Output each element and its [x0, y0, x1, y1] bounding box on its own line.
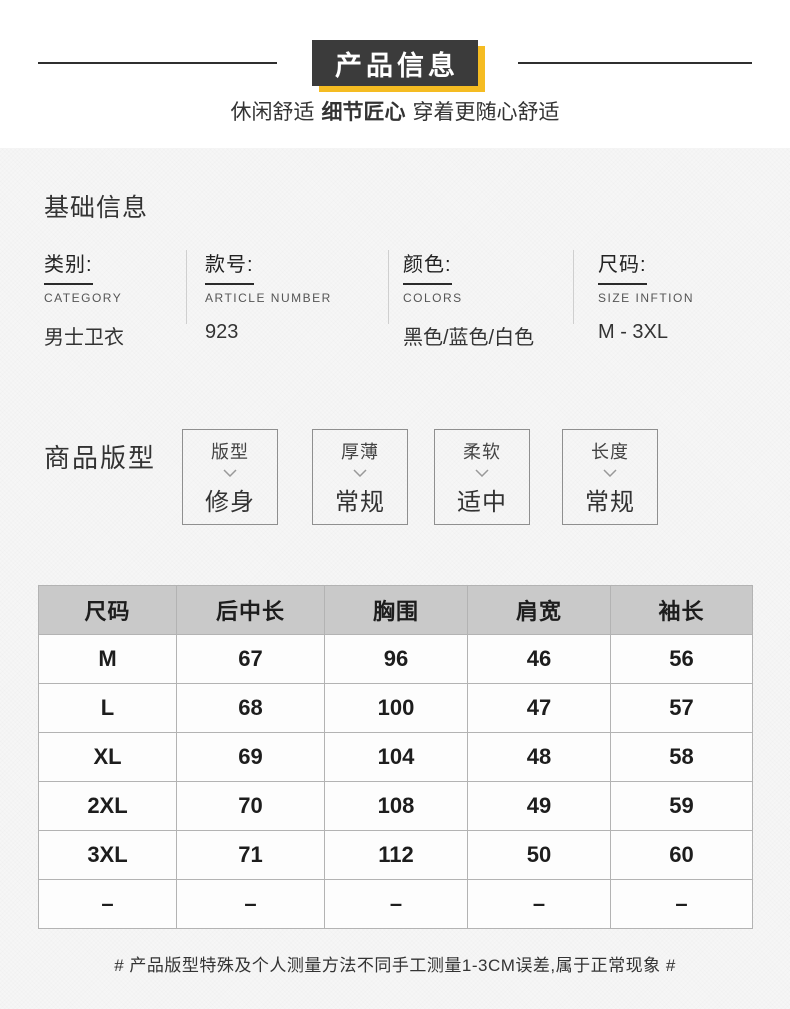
- chevron-down-icon: [603, 468, 617, 477]
- size-cell: XL: [38, 732, 177, 782]
- column-header: 后中长: [176, 585, 325, 635]
- info-value: 男士卫衣: [44, 327, 124, 349]
- measure-cell: 58: [610, 732, 753, 782]
- measure-cell: 108: [324, 781, 468, 831]
- size-cell: 3XL: [38, 830, 177, 880]
- column-header: 袖长: [610, 585, 753, 635]
- fit-label: 长度: [591, 441, 629, 462]
- size-chart-table: 尺码 后中长 胸围 肩宽 袖长 M 67 96 46 56 L 68 100 4…: [38, 585, 753, 929]
- measure-cell: 48: [467, 732, 611, 782]
- tagline-part2: 穿着更随心舒适: [412, 101, 560, 124]
- measure-cell: 71: [176, 830, 325, 880]
- column-header: 胸围: [324, 585, 468, 635]
- info-sublabel: ARTICLE NUMBER: [205, 291, 332, 305]
- info-label: 尺码:: [598, 248, 647, 285]
- table-row: 3XL 71 112 50 60: [38, 830, 753, 880]
- measure-cell: 112: [324, 830, 468, 880]
- table-row: XL 69 104 48 58: [38, 732, 753, 782]
- info-column-category: 类别: CATEGORY 男士卫衣: [44, 248, 124, 350]
- measure-cell: 50: [467, 830, 611, 880]
- fit-box-cut: 版型 修身: [182, 429, 278, 525]
- section-banner: 产品信息: [312, 40, 478, 86]
- measure-cell: –: [610, 879, 753, 929]
- info-sublabel: SIZE INFTION: [598, 291, 694, 305]
- fit-label: 柔软: [463, 441, 501, 462]
- chevron-down-icon: [223, 468, 237, 477]
- info-value: M - 3XL: [598, 321, 669, 343]
- tagline: 休闲舒适 细节匠心 穿着更随心舒适: [0, 96, 790, 126]
- measure-cell: 96: [324, 634, 468, 684]
- measure-cell: 104: [324, 732, 468, 782]
- table-row: M 67 96 46 56: [38, 634, 753, 684]
- fit-box-thickness: 厚薄 常规: [312, 429, 408, 525]
- info-sublabel: COLORS: [403, 291, 463, 305]
- info-label: 颜色:: [403, 248, 452, 285]
- measure-cell: 56: [610, 634, 753, 684]
- chevron-down-icon: [353, 468, 367, 477]
- info-value: 黑色/蓝色/白色: [403, 327, 535, 349]
- fit-label: 厚薄: [341, 441, 379, 462]
- measure-cell: 69: [176, 732, 325, 782]
- info-divider: [573, 250, 574, 324]
- fit-value: 适中: [457, 488, 507, 516]
- table-row: – – – – –: [38, 879, 753, 929]
- decorative-line-right: [518, 62, 752, 64]
- fit-box-length: 长度 常规: [562, 429, 658, 525]
- info-value: 923: [205, 321, 239, 343]
- measure-cell: 70: [176, 781, 325, 831]
- info-column-colors: 颜色: COLORS 黑色/蓝色/白色: [403, 248, 534, 350]
- measurement-disclaimer: # 产品版型特殊及个人测量方法不同手工测量1-3CM误差,属于正常现象 #: [114, 956, 676, 975]
- info-divider: [186, 250, 187, 324]
- chevron-down-icon: [475, 468, 489, 477]
- measure-cell: 67: [176, 634, 325, 684]
- measure-cell: 46: [467, 634, 611, 684]
- tagline-part1: 休闲舒适: [230, 101, 315, 124]
- fit-value: 常规: [335, 488, 385, 516]
- measure-cell: –: [324, 879, 468, 929]
- fit-value: 常规: [585, 488, 635, 516]
- measure-cell: 47: [467, 683, 611, 733]
- measure-cell: 57: [610, 683, 753, 733]
- decorative-line-left: [38, 62, 277, 64]
- column-header: 肩宽: [467, 585, 611, 635]
- table-row: 2XL 70 108 49 59: [38, 781, 753, 831]
- size-cell: M: [38, 634, 177, 684]
- fit-label: 版型: [211, 441, 249, 462]
- fit-box-softness: 柔软 适中: [434, 429, 530, 525]
- column-header: 尺码: [38, 585, 177, 635]
- info-sublabel: CATEGORY: [44, 291, 123, 305]
- measure-cell: –: [467, 879, 611, 929]
- measure-cell: 100: [324, 683, 468, 733]
- info-column-article-number: 款号: ARTICLE NUMBER 923: [205, 248, 332, 344]
- fit-section-heading: 商品版型: [44, 443, 157, 473]
- info-label: 类别:: [44, 248, 93, 285]
- size-cell: –: [38, 879, 177, 929]
- basic-info-heading: 基础信息: [44, 194, 149, 222]
- measure-cell: –: [176, 879, 325, 929]
- measure-cell: 59: [610, 781, 753, 831]
- size-cell: 2XL: [38, 781, 177, 831]
- tagline-bold: 细节匠心: [321, 101, 406, 124]
- info-divider: [388, 250, 389, 324]
- measure-cell: 49: [467, 781, 611, 831]
- table-row: L 68 100 47 57: [38, 683, 753, 733]
- banner-title: 产品信息: [335, 50, 459, 81]
- info-label: 款号:: [205, 248, 254, 285]
- measure-cell: 60: [610, 830, 753, 880]
- size-cell: L: [38, 683, 177, 733]
- table-header-row: 尺码 后中长 胸围 肩宽 袖长: [38, 585, 753, 635]
- fit-value: 修身: [205, 488, 255, 516]
- measure-cell: 68: [176, 683, 325, 733]
- info-column-sizes: 尺码: SIZE INFTION M - 3XL: [598, 248, 694, 344]
